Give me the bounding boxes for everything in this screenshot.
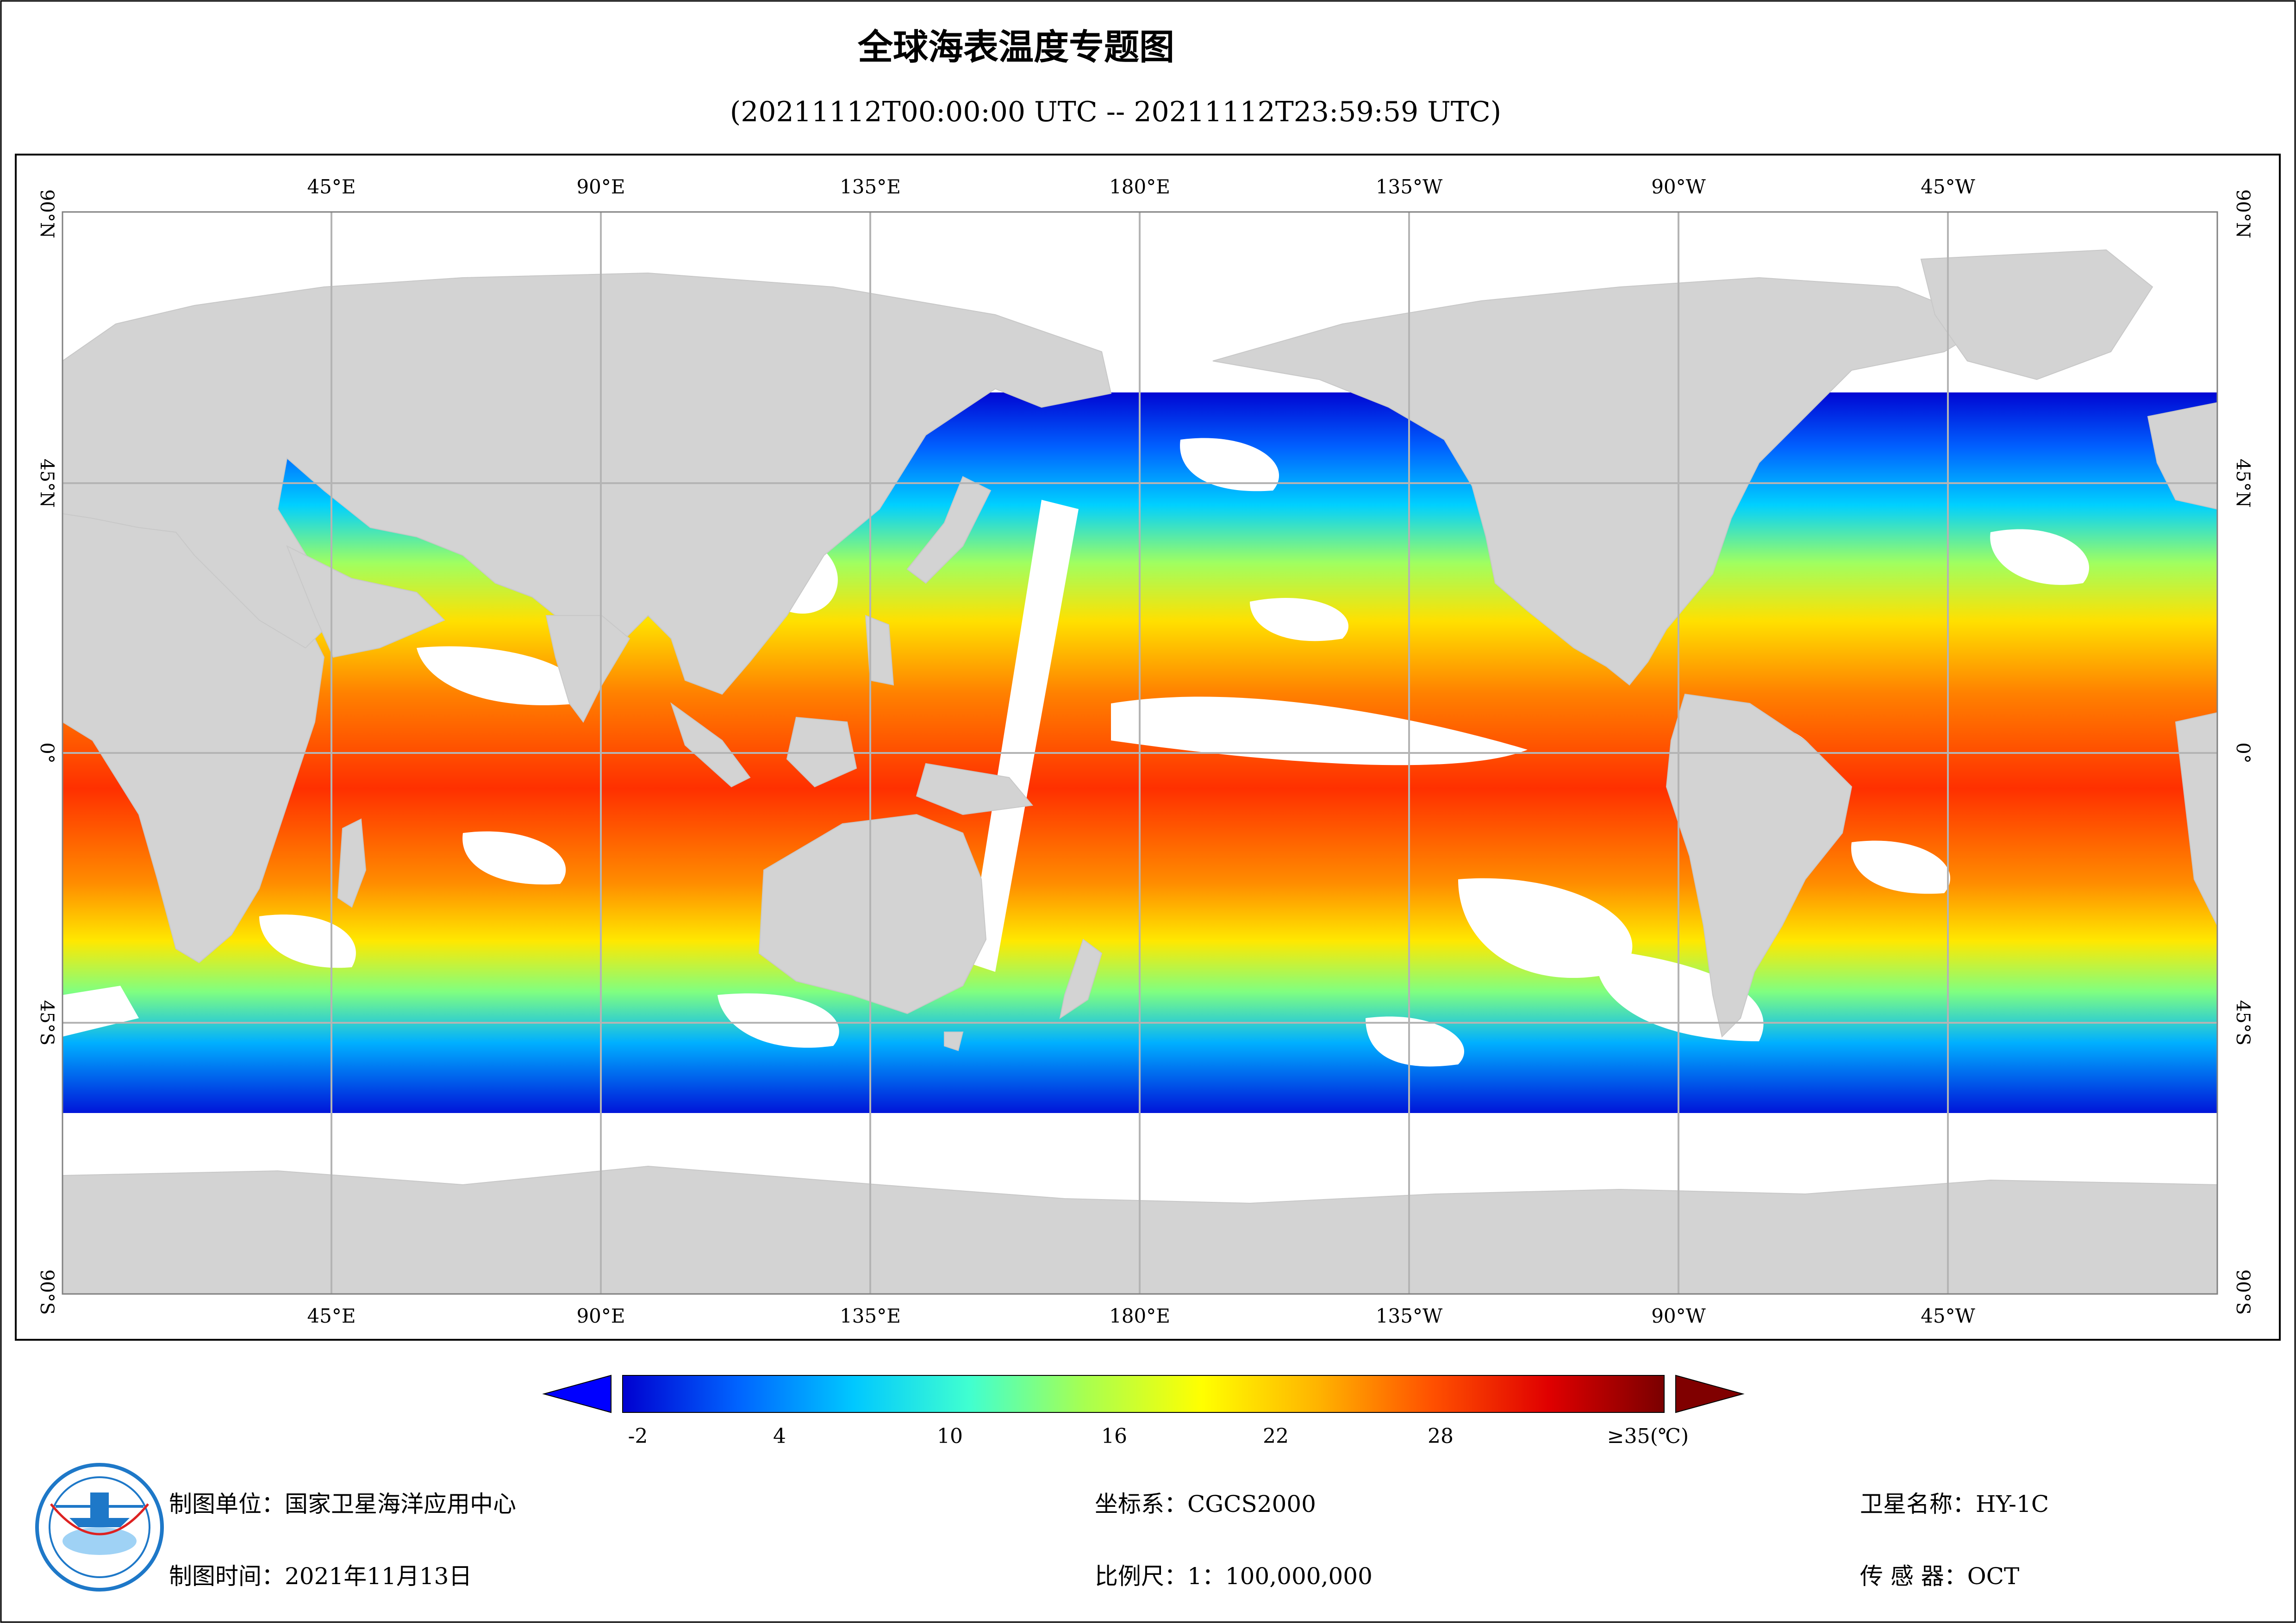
lon-label-bottom: 135°E <box>840 1305 901 1327</box>
footer: 制图单位：国家卫星海洋应用中心 制图时间：2021年11月13日 坐标系：CGC… <box>169 1491 2049 1590</box>
arabia-land <box>286 545 445 658</box>
colorbar-tick: 28 <box>1428 1424 1454 1448</box>
date-text: 制图时间：2021年11月13日 <box>169 1563 472 1590</box>
lat-label-right: 90°N <box>2232 189 2253 238</box>
map-panel <box>62 212 2217 1294</box>
cloud-mask <box>62 438 2090 1067</box>
newguinea-land <box>916 763 1033 815</box>
lon-label-top: 45°W <box>1921 175 1975 198</box>
lon-label-bottom: 45°E <box>307 1305 356 1327</box>
lat-label-left: 45°S <box>36 1000 57 1045</box>
colorbar-over-arrow <box>1675 1374 1745 1413</box>
lon-labels-bottom: 45°E 90°E 135°E 180°E 135°W 90°W 45°W <box>307 1305 1975 1327</box>
colorbar-tick: ≥35(℃) <box>1607 1424 1689 1448</box>
time-range: (20211112T00:00:00 UTC -- 20211112T23:59… <box>730 96 1501 128</box>
lon-label-top: 135°E <box>840 175 901 198</box>
sensor-text: 传 感 器：OCT <box>1860 1563 2019 1590</box>
india-land <box>545 615 630 723</box>
lat-labels-right: 90°N 45°N 0° 45°S 90°S <box>2232 189 2253 1315</box>
north-america-land <box>1212 277 1992 686</box>
colorbar: -2 4 10 16 22 28 ≥35(℃) <box>542 1374 1745 1448</box>
map-title: 全球海表温度专题图 <box>857 26 1174 68</box>
lon-label-bottom: 180°E <box>1109 1305 1170 1327</box>
scale-text: 比例尺：1：100,000,000 <box>1095 1563 1373 1590</box>
africa-east-land <box>2175 712 2217 926</box>
lon-label-top: 45°E <box>307 175 356 198</box>
crs-text: 坐标系：CGCS2000 <box>1095 1491 1316 1517</box>
lon-label-top: 90°W <box>1651 175 1706 198</box>
lat-label-left: 90°S <box>36 1269 57 1315</box>
colorbar-tick: 16 <box>1101 1424 1127 1448</box>
lat-label-right: 45°S <box>2232 1000 2253 1045</box>
lat-label-right: 45°N <box>2232 459 2253 508</box>
colorbar-ticks: -2 4 10 16 22 28 ≥35(℃) <box>628 1424 1689 1448</box>
graticule <box>62 212 2217 1294</box>
lon-label-bottom: 135°W <box>1376 1305 1443 1327</box>
nsoas-logo-icon <box>35 1463 164 1592</box>
lat-label-right: 90°S <box>2232 1269 2253 1315</box>
lat-label-left: 90°N <box>36 189 57 238</box>
map-inner-border <box>62 211 2218 1295</box>
philippines-land <box>865 615 894 686</box>
colorbar-tick: 4 <box>773 1424 786 1448</box>
newzealand-land <box>1059 939 1103 1020</box>
colorbar-tick: 22 <box>1263 1424 1289 1448</box>
satellite-text: 卫星名称：HY-1C <box>1860 1491 2049 1517</box>
lon-label-bottom: 90°W <box>1651 1305 1706 1327</box>
lat-label-left: 45°N <box>36 459 57 508</box>
lon-label-bottom: 90°E <box>576 1305 625 1327</box>
greenland-land <box>1920 249 2153 380</box>
lat-label-right: 0° <box>2232 742 2253 763</box>
tasmania-land <box>944 1032 964 1051</box>
colorbar-tick: -2 <box>628 1424 648 1448</box>
colorbar-tick: 10 <box>937 1424 963 1448</box>
japan-land <box>906 476 992 584</box>
lat-labels-left: 90°N 45°N 0° 45°S 90°S <box>36 189 57 1315</box>
lon-label-top: 135°W <box>1376 175 1443 198</box>
sumatra-land <box>670 702 751 788</box>
lon-label-top: 180°E <box>1109 175 1170 198</box>
colorbar-ramp <box>622 1375 1665 1413</box>
lon-label-top: 90°E <box>576 175 625 198</box>
lon-label-bottom: 45°W <box>1921 1305 1975 1327</box>
org-text: 制图单位：国家卫星海洋应用中心 <box>169 1491 516 1517</box>
australia-land <box>758 814 987 1014</box>
colorbar-under-arrow <box>542 1374 611 1413</box>
madagascar-land <box>337 818 367 908</box>
lat-label-left: 0° <box>36 742 57 763</box>
lon-labels-top: 45°E 90°E 135°E 180°E 135°W 90°W 45°W <box>307 175 1975 198</box>
